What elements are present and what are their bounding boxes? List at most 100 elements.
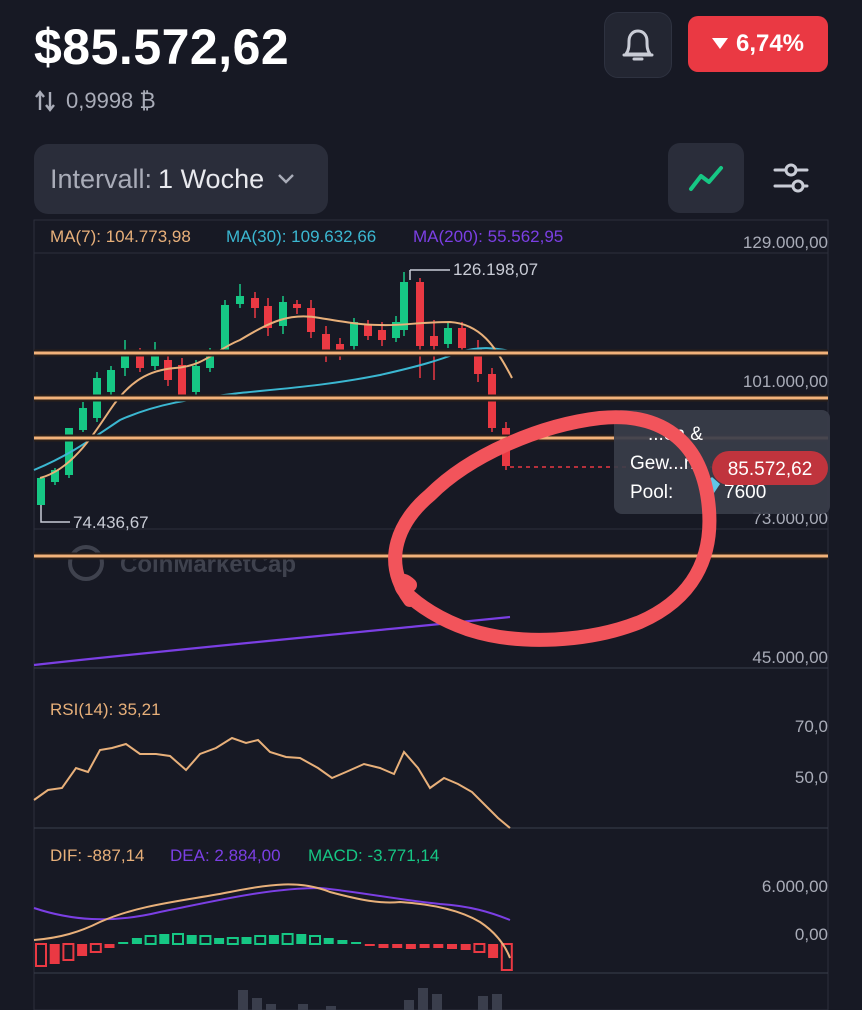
- btc-rate-value: 0,9998 ₿: [66, 88, 156, 113]
- macd-histogram: [35, 933, 513, 971]
- candle: [279, 302, 287, 326]
- rsi-y-tick: 50,0: [795, 768, 828, 787]
- interval-dropdown[interactable]: Intervall: 1 Woche: [34, 144, 328, 214]
- candle: [236, 296, 244, 304]
- current-price: $85.572,62: [34, 19, 290, 75]
- low-label: 74.436,67: [73, 513, 149, 532]
- chart-settings-button[interactable]: [766, 153, 816, 203]
- volume-bar: [298, 1004, 308, 1010]
- candle: [378, 330, 386, 340]
- y-tick: 101.000,00: [743, 372, 828, 391]
- volume-series: [238, 988, 502, 1010]
- macd-bar: [309, 935, 321, 945]
- dea-label: DEA: 2.884,00: [170, 846, 281, 865]
- price-tag-value: 85.572,62: [728, 459, 813, 480]
- macd-bar: [159, 934, 170, 944]
- volume-bar: [492, 994, 502, 1010]
- macd-bar: [226, 937, 239, 945]
- macd-bar: [488, 944, 499, 958]
- price-chart[interactable]: MA(7): 104.773,98 MA(30): 109.632,66 MA(…: [0, 218, 862, 1010]
- macd-bar: [323, 938, 334, 944]
- macd-bar: [405, 944, 416, 949]
- low-marker: [40, 505, 70, 523]
- volume-bar: [432, 994, 442, 1010]
- volume-bar: [252, 998, 262, 1010]
- line-chart-toggle[interactable]: [668, 143, 744, 213]
- candle: [350, 322, 358, 346]
- macd-bar: [419, 944, 430, 948]
- macd-bar: [118, 942, 129, 944]
- macd-bar: [351, 942, 362, 944]
- ma30-label: MA(30): 109.632,66: [226, 227, 376, 246]
- candle: [364, 324, 372, 336]
- macd-bar: [214, 938, 225, 944]
- macd-bar: [296, 934, 307, 944]
- candle: [151, 352, 159, 366]
- btc-rate-row: 0,9998 ₿: [34, 88, 156, 114]
- macd-y-tick: 6.000,00: [762, 877, 828, 896]
- macd-bar: [186, 935, 197, 944]
- macd-bar: [199, 935, 212, 945]
- rsi-label: RSI(14): 35,21: [50, 700, 161, 719]
- macd-bar: [104, 944, 115, 948]
- y-tick: 129.000,00: [743, 233, 828, 252]
- candle: [264, 306, 272, 328]
- candle: [416, 282, 424, 346]
- candle: [51, 470, 59, 482]
- price-change-badge: 6,74%: [688, 16, 828, 72]
- macd-bar: [392, 944, 403, 948]
- ma7-label: MA(7): 104.773,98: [50, 227, 191, 246]
- candle: [307, 308, 315, 332]
- macd-bar: [89, 943, 102, 953]
- candle: [65, 428, 73, 475]
- candle: [206, 352, 214, 368]
- macd-bar: [49, 944, 60, 964]
- volume-bar: [404, 1000, 414, 1010]
- candle: [121, 350, 129, 368]
- macd-bar: [364, 944, 375, 946]
- interval-value: 1 Woche: [158, 163, 265, 194]
- price-alert-button[interactable]: [604, 12, 672, 78]
- triangle-down-icon: [711, 38, 728, 49]
- rsi-line: [33, 736, 511, 829]
- dea-line: [33, 886, 511, 921]
- dif-line: [33, 883, 511, 959]
- macd-bar: [500, 943, 513, 971]
- price-tag-bg: [712, 451, 828, 485]
- macd-bar: [144, 935, 157, 945]
- coinmarketcap-watermark: CoinMarketCap: [68, 545, 296, 581]
- macd-bar: [337, 940, 348, 944]
- chevron-down-icon: [278, 174, 294, 184]
- macd-bar: [268, 935, 279, 944]
- volume-bar: [478, 996, 488, 1010]
- bell-icon: [622, 29, 654, 61]
- rsi-y-tick: 70,0: [795, 717, 828, 736]
- price-change-value: 6,74%: [735, 30, 805, 57]
- macd-bar: [241, 937, 252, 944]
- candle: [251, 298, 259, 308]
- volume-bar: [418, 988, 428, 1010]
- current-price-tag: 85.572,62: [712, 451, 828, 485]
- tooltip-line2: Gew...ne: [630, 453, 705, 474]
- ma200-line: [33, 615, 511, 667]
- candle: [178, 365, 186, 395]
- candle: [136, 352, 144, 368]
- high-marker: [409, 269, 450, 280]
- candle: [458, 328, 466, 348]
- macd-bar: [473, 943, 486, 953]
- tooltip-pool-value: 7600: [724, 482, 766, 503]
- candlestick-series: [37, 272, 510, 505]
- tooltip-pool-label: Pool:: [630, 482, 673, 503]
- interval-label: Intervall:: [50, 163, 153, 194]
- sliders-icon: [773, 163, 809, 193]
- macd-bar: [62, 943, 75, 961]
- candle: [37, 478, 45, 505]
- macd-bar: [460, 944, 471, 950]
- macd-bar: [254, 935, 267, 945]
- line-chart-icon: [689, 166, 723, 191]
- macd-bar: [77, 944, 88, 956]
- ma30-line: [33, 347, 511, 471]
- candle: [293, 304, 301, 308]
- macd-bar: [131, 938, 142, 944]
- swap-arrows-icon: [35, 90, 55, 112]
